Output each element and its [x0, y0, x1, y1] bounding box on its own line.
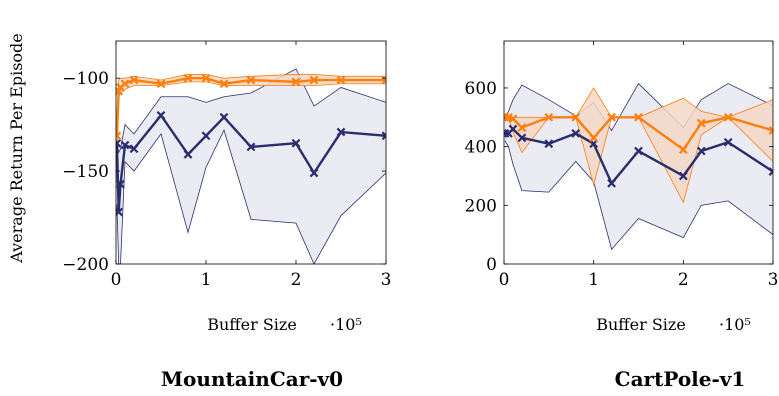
mountaincar-blue-point	[309, 168, 319, 178]
cartpole-x-tick-label: 0	[499, 270, 510, 290]
mountaincar-blue-point	[116, 179, 125, 189]
cartpole-blue-point	[508, 124, 518, 134]
mountaincar-y-tick-label: −200	[62, 255, 109, 275]
mountaincar-orange-point	[183, 73, 193, 83]
mountaincar-orange-point	[116, 131, 122, 141]
cartpole-blue-point	[517, 133, 527, 143]
mountaincar-plot-area	[116, 68, 386, 264]
cartpole-orange-point	[517, 123, 527, 132]
cartpole-blue-point	[768, 167, 773, 176]
cartpole-blue-point	[696, 146, 706, 156]
mountaincar-blue-band-lower	[116, 129, 386, 264]
mountaincar-blue-point	[129, 144, 139, 154]
mountaincar-x-multiplier: ·10⁵	[330, 315, 362, 334]
mountaincar-blue-point	[219, 112, 229, 122]
cartpole-orange-point	[678, 145, 688, 154]
mountaincar-orange-point	[291, 77, 301, 87]
cartpole-orange-point	[768, 126, 773, 135]
cartpole-x-tick-label: 2	[678, 270, 689, 290]
cartpole-orange-point	[723, 112, 733, 122]
mountaincar-title: MountainCar-v0	[161, 367, 343, 391]
cartpole-x-tick-label: 3	[768, 270, 779, 290]
mountaincar-orange-band-upper	[116, 74, 386, 116]
cartpole-panel: Buffer Size ·10⁵ CartPole-v1 0 1 2 3 0 200 400…	[465, 40, 779, 391]
mountaincar-blue-point	[381, 131, 386, 141]
cartpole-y-tick-label: 0	[486, 255, 497, 275]
mountaincar-orange-point	[219, 79, 229, 89]
cartpole-blue-band	[504, 83, 773, 250]
cartpole-blue-point	[544, 139, 554, 149]
cartpole-blue-point	[723, 137, 733, 147]
mountaincar-x-tick-label: 1	[201, 270, 212, 290]
cartpole-orange-point	[589, 133, 599, 143]
mountaincar-x-tick-label: 0	[111, 270, 122, 290]
mountaincar-panel: Buffer Size ·10⁵ MountainCar-v0 0 1 2 3 −100…	[62, 40, 392, 391]
mountaincar-orange-point	[381, 75, 386, 85]
mountaincar-orange-point	[309, 75, 319, 85]
mountaincar-orange-point	[336, 75, 346, 85]
cartpole-blue-point	[678, 171, 688, 181]
mountaincar-orange-point	[201, 73, 211, 83]
mountaincar-blue-point	[183, 149, 193, 159]
cartpole-orange-point	[508, 114, 518, 124]
mountaincar-xlabel: Buffer Size	[207, 315, 297, 334]
mountaincar-orange-point	[120, 79, 130, 89]
mountaincar-blue-point	[120, 140, 130, 150]
mountaincar-blue-point	[336, 127, 346, 137]
y-axis-title: Average Return Per Episode	[7, 33, 26, 264]
cartpole-orange-point	[607, 112, 616, 122]
cartpole-xlabel: Buffer Size	[596, 315, 686, 334]
mountaincar-blue-point	[116, 138, 122, 148]
cartpole-plot-area	[504, 82, 773, 251]
cartpole-blue-point	[571, 129, 581, 138]
cartpole-orange-band-lower	[504, 116, 773, 204]
cartpole-x-tick-label: 1	[588, 270, 599, 290]
cartpole-orange-point	[544, 112, 554, 122]
mountaincar-blue-point	[201, 131, 211, 141]
mountaincar-orange-point	[156, 79, 166, 89]
mountaincar-x-tick-label: 2	[291, 270, 302, 290]
cartpole-axes-frame	[503, 40, 774, 265]
cartpole-blue-point	[607, 178, 616, 188]
mountaincar-blue-line	[116, 114, 386, 214]
mountaincar-blue-point	[156, 110, 166, 120]
cartpole-orange-point	[634, 112, 643, 122]
cartpole-y-tick-label: 600	[465, 79, 497, 99]
mountaincar-blue-band	[116, 68, 386, 264]
mountaincar-y-tick-label: −150	[62, 162, 109, 182]
mountaincar-orange-point	[246, 75, 256, 85]
cartpole-orange-point	[696, 118, 706, 128]
mountaincar-blue-band-upper	[116, 68, 386, 154]
cartpole-y-tick-label: 400	[465, 138, 497, 158]
mountaincar-blue-point	[291, 138, 301, 148]
mountaincar-x-tick-label: 3	[381, 270, 392, 290]
cartpole-x-multiplier: ·10⁵	[719, 315, 751, 334]
cartpole-orange-point	[571, 112, 581, 122]
cartpole-title: CartPole-v1	[615, 367, 746, 391]
cartpole-y-tick-label: 200	[465, 196, 497, 216]
mountaincar-blue-point	[246, 142, 256, 152]
cartpole-blue-point	[634, 146, 643, 156]
mountaincar-y-tick-label: −100	[62, 69, 109, 89]
mountaincar-axes-frame	[115, 40, 387, 265]
mountaincar-orange-point	[129, 75, 139, 85]
cartpole-orange-band	[504, 87, 773, 203]
